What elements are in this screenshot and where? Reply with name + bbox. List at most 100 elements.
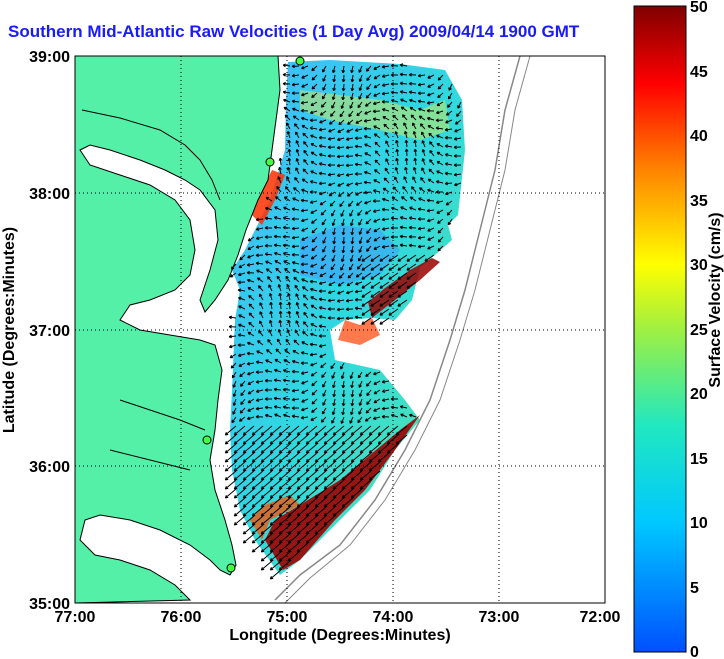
velocity-arrow (322, 398, 327, 406)
velocity-arrow (264, 405, 273, 410)
velocity-arrow (395, 157, 399, 166)
velocity-arrow (363, 126, 372, 131)
velocity-arrow (302, 321, 309, 328)
velocity-arrow (357, 101, 363, 109)
velocity-arrow (322, 389, 327, 397)
velocity-arrow (437, 83, 444, 90)
velocity-arrow (373, 218, 381, 223)
velocity-arrow (300, 198, 309, 203)
velocity-arrow (408, 90, 417, 95)
velocity-arrow (409, 196, 417, 202)
velocity-arrow (381, 379, 390, 384)
velocity-arrow (421, 158, 426, 166)
velocity-arrow (311, 65, 318, 72)
velocity-arrow (374, 150, 381, 157)
velocity-arrow (329, 272, 336, 279)
velocity-arrow (230, 362, 237, 369)
velocity-arrow (255, 398, 264, 402)
velocity-arrow (283, 196, 291, 202)
velocity-arrow (373, 407, 381, 412)
velocity-arrow (379, 308, 390, 316)
velocity-arrow (341, 389, 346, 398)
velocity-arrow (364, 209, 372, 215)
velocity-arrow (366, 83, 372, 91)
velocity-arrow (354, 136, 363, 141)
velocity-arrow (346, 128, 354, 133)
velocity-arrow (292, 107, 300, 112)
velocity-arrow (336, 299, 345, 303)
velocity-arrow (373, 227, 381, 233)
velocity-arrow (327, 137, 336, 141)
velocity-arrow (238, 323, 246, 328)
velocity-arrow (273, 405, 282, 409)
velocity-arrow (409, 98, 417, 103)
velocity-arrow (447, 218, 453, 226)
velocity-arrow (400, 98, 408, 103)
velocity-arrow (332, 227, 336, 236)
velocity-arrow (287, 157, 292, 166)
velocity-arrow (436, 209, 444, 214)
velocity-arrow (427, 74, 435, 79)
velocity-arrow (311, 398, 318, 405)
velocity-arrow (302, 132, 309, 139)
x-tick-label: 72:00 (580, 609, 621, 626)
velocity-arrow (400, 413, 408, 418)
velocity-arrow (291, 64, 300, 69)
velocity-arrow (358, 218, 363, 226)
velocity-arrow (355, 191, 363, 196)
velocity-arrow (372, 101, 381, 106)
velocity-arrow (291, 91, 300, 96)
velocity-arrow (301, 188, 309, 193)
velocity-arrow (340, 362, 345, 370)
velocity-arrow (267, 338, 273, 346)
velocity-arrow (293, 187, 300, 193)
velocity-arrow (237, 353, 246, 358)
velocity-arrow (318, 144, 327, 148)
velocity-arrow (427, 178, 435, 184)
velocity-arrow (246, 263, 255, 267)
velocity-arrow (238, 362, 246, 367)
velocity-arrow (374, 159, 381, 166)
velocity-arrow (224, 470, 237, 481)
velocity-arrow (264, 378, 273, 383)
velocity-arrow (265, 196, 273, 202)
velocity-arrow (395, 148, 400, 157)
velocity-arrow (383, 177, 390, 184)
velocity-arrow (404, 148, 409, 157)
velocity-arrow (302, 331, 309, 337)
velocity-arrow (361, 254, 372, 262)
velocity-arrow (231, 371, 237, 379)
velocity-arrow (311, 380, 318, 387)
velocity-arrow (291, 359, 300, 364)
velocity-arrow (233, 497, 246, 508)
velocity-arrow (391, 206, 399, 211)
velocity-arrow (300, 270, 309, 274)
velocity-arrow (256, 350, 264, 355)
velocity-arrow (237, 280, 246, 285)
velocity-arrow (337, 182, 345, 187)
velocity-arrow (436, 170, 444, 175)
velocity-arrow (381, 99, 390, 104)
velocity-arrow (301, 178, 309, 184)
velocity-arrow (318, 191, 327, 196)
velocity-arrow (354, 297, 363, 302)
velocity-arrow (406, 254, 417, 262)
velocity-arrow (399, 72, 408, 77)
velocity-arrow (310, 323, 318, 328)
velocity-arrow (310, 170, 318, 175)
velocity-arrow (456, 110, 462, 117)
velocity-arrow (399, 63, 408, 68)
velocity-arrow (383, 123, 390, 130)
velocity-arrow (255, 236, 264, 240)
velocity-arrow (457, 101, 462, 109)
velocity-arrow (255, 227, 264, 231)
velocity-arrow (237, 333, 246, 337)
colorbar-tick-label: 15 (690, 451, 708, 468)
velocity-arrow (319, 200, 327, 206)
velocity-arrow (302, 168, 309, 175)
velocity-arrow (268, 319, 273, 328)
velocity-arrow (332, 398, 336, 407)
velocity-arrow (444, 144, 453, 148)
velocity-arrow (365, 65, 372, 72)
x-tick-label: 75:00 (267, 609, 308, 626)
